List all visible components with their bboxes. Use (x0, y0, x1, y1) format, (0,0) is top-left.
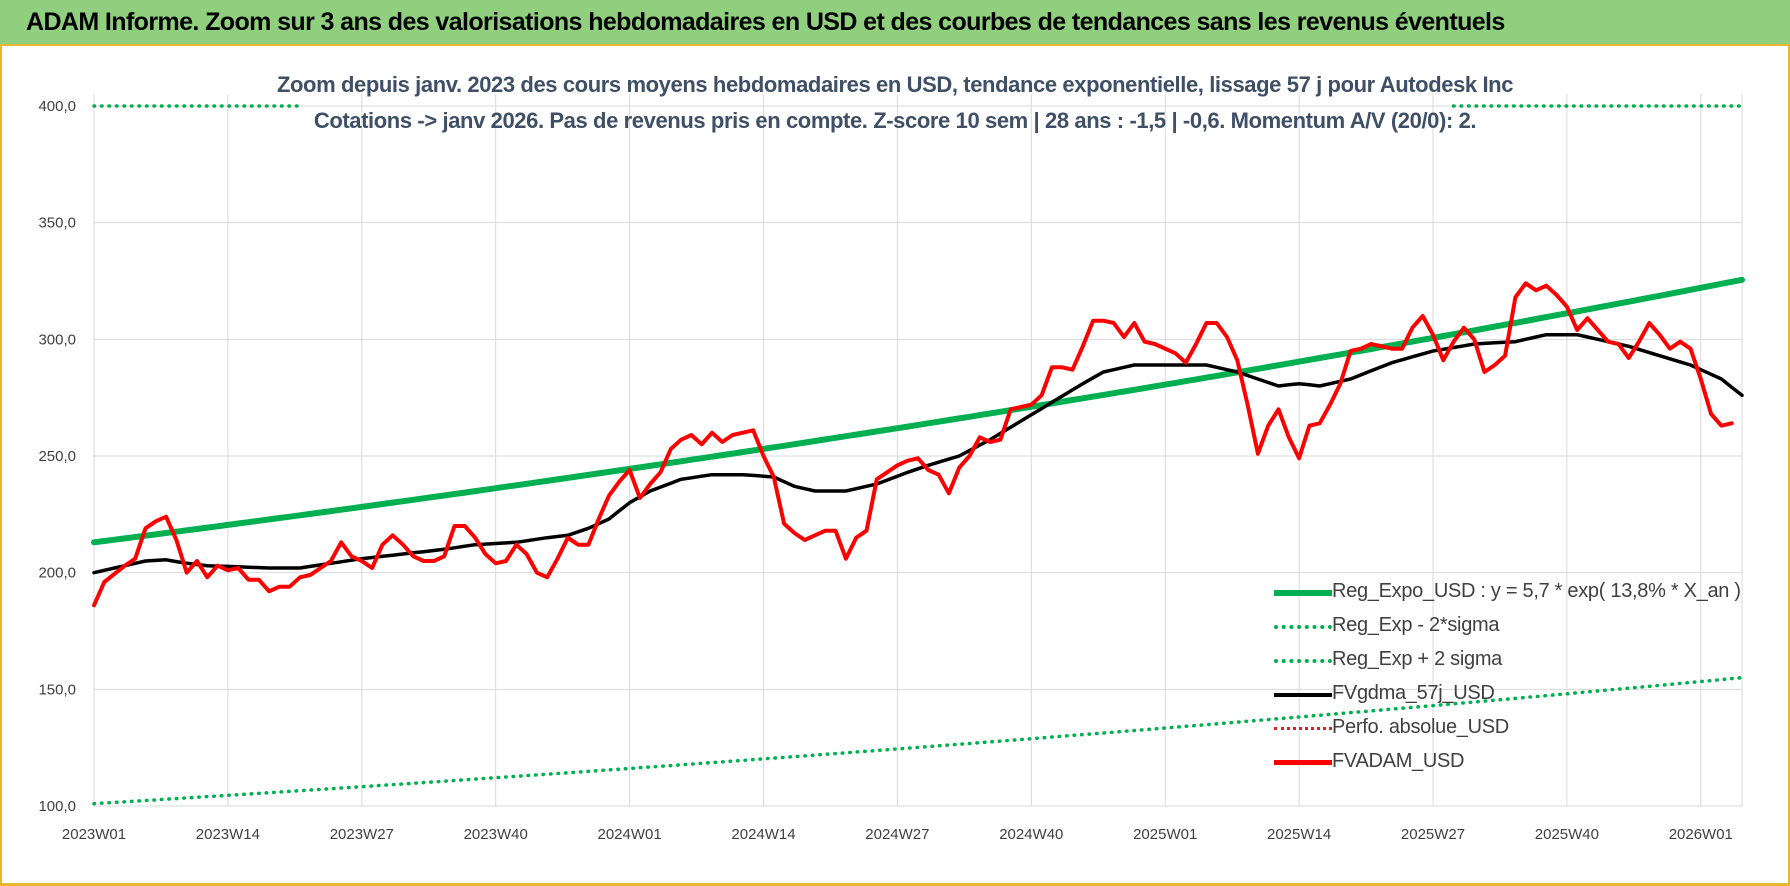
x-tick-label: 2023W01 (62, 826, 126, 843)
legend-item-reg-exp-minus: Reg_Exp - 2*sigma (1274, 612, 1744, 642)
y-tick-label: 150,0 (38, 681, 76, 698)
x-tick-label: 2023W40 (464, 826, 528, 843)
x-tick-label: 2023W27 (330, 826, 394, 843)
legend-swatch-reg-exp-minus (1274, 625, 1332, 629)
legend-label-reg-expo: Reg_Expo_USD : y = 5,7 * exp( 13,8% * X_… (1332, 580, 1741, 602)
series-line-5 (92, 281, 1734, 608)
legend-item-perfo: Perfo. absolue_USD (1274, 714, 1744, 744)
x-tick-label: 2024W40 (999, 826, 1063, 843)
legend-swatch-perfo (1274, 727, 1332, 730)
x-tick-label: 2024W27 (865, 826, 929, 843)
chart-frame (0, 46, 1790, 886)
legend-label-perfo: Perfo. absolue_USD (1332, 716, 1509, 738)
series-line-0 (91, 276, 1745, 546)
x-tick-label: 2025W40 (1535, 826, 1599, 843)
x-tick-label: 2023W14 (196, 826, 260, 843)
legend-swatch-fvgdma (1274, 693, 1332, 697)
x-tick-label: 2026W01 (1669, 826, 1733, 843)
grid-lines (93, 94, 1743, 807)
y-tick-label: 250,0 (38, 448, 76, 465)
y-tick-label: 200,0 (38, 565, 76, 582)
legend-item-reg-expo: Reg_Expo_USD : y = 5,7 * exp( 13,8% * X_… (1274, 578, 1744, 608)
legend-item-fvgdma: FVgdma_57j_USD (1274, 680, 1744, 710)
legend-swatch-reg-expo (1274, 590, 1332, 596)
legend-swatch-fvadam (1274, 760, 1332, 765)
legend-label-fvgdma: FVgdma_57j_USD (1332, 682, 1495, 704)
legend-label-reg-exp-plus: Reg_Exp + 2 sigma (1332, 648, 1502, 670)
x-axis-ticks: 2023W01 2023W14 2023W27 2023W40 2024W01 2024W… (62, 826, 1733, 843)
x-tick-label: 2024W14 (731, 826, 795, 843)
chart-title-line-2: Cotations -> janv 2026. Pas de revenus p… (313, 108, 1477, 133)
y-axis-ticks: 100,0 150,0 200,0 250,0 300,0 350,0 400,0 (38, 98, 76, 815)
legend-label-fvadam: FVADAM_USD (1332, 750, 1465, 772)
legend-item-reg-exp-plus: Reg_Exp + 2 sigma (1274, 646, 1744, 676)
x-tick-label: 2025W14 (1267, 826, 1331, 843)
legend-item-fvadam: FVADAM_USD (1274, 748, 1744, 778)
legend-swatch-reg-exp-plus (1274, 659, 1332, 663)
x-tick-label: 2025W01 (1133, 826, 1197, 843)
banner-title: ADAM Informe. Zoom sur 3 ans des valoris… (26, 8, 1505, 36)
y-tick-label: 100,0 (38, 798, 76, 815)
legend-label-reg-exp-minus: Reg_Exp - 2*sigma (1332, 614, 1500, 636)
x-tick-label: 2025W27 (1401, 826, 1465, 843)
series-line-1 (92, 675, 1744, 806)
y-tick-label: 300,0 (38, 331, 76, 348)
x-tick-label: 2024W01 (597, 826, 661, 843)
report-banner: ADAM Informe. Zoom sur 3 ans des valoris… (0, 0, 1790, 46)
series-line-3 (92, 332, 1744, 575)
y-tick-label: 350,0 (38, 215, 76, 232)
y-tick-label: 400,0 (38, 98, 76, 115)
chart-title-line-1: Zoom depuis janv. 2023 des cours moyens … (276, 72, 1514, 97)
series-lines (91, 104, 1745, 806)
